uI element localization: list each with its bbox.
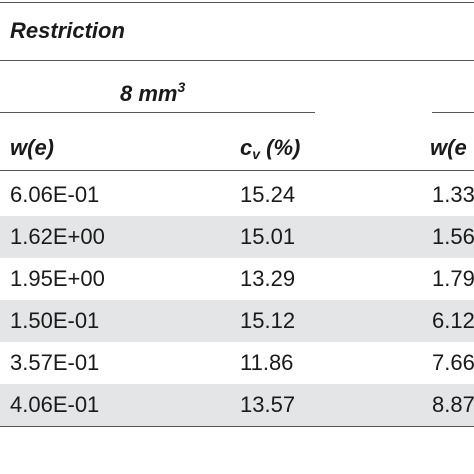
group-text: 8 mm [120, 81, 178, 106]
rule [0, 112, 315, 113]
rule [0, 426, 474, 427]
cell: 1.79 [432, 266, 474, 291]
row-band [0, 300, 474, 342]
group-header: 8 mm3 [120, 74, 185, 107]
column-header-rest: (%) [260, 135, 301, 160]
cell: 6.06E-01 [10, 182, 100, 207]
cell: 8.87 [432, 392, 474, 417]
cell: 1.33 [432, 182, 474, 207]
cell: 15.12 [240, 308, 296, 333]
cell: 4.06E-01 [10, 392, 100, 417]
row-band [0, 384, 474, 426]
rule [0, 2, 474, 3]
column-header: w(e) [10, 135, 54, 160]
cell: 1.62E+00 [10, 224, 105, 249]
rule [0, 170, 474, 171]
cell: 13.57 [240, 392, 296, 417]
group-sup: 3 [177, 79, 186, 95]
column-header: w(e [430, 135, 467, 160]
rule [432, 112, 474, 113]
column-header-sub: v [252, 146, 261, 162]
cell: 15.24 [240, 182, 296, 207]
cell: 7.66 [432, 350, 474, 375]
column-header: cv (%) [240, 135, 300, 167]
cell: 11.86 [240, 350, 294, 375]
section-title: Restriction [10, 18, 125, 43]
row-band [0, 216, 474, 258]
cell: 3.57E-01 [10, 350, 100, 375]
cell: 1.95E+00 [10, 266, 105, 291]
column-header-base: c [240, 135, 253, 160]
cell: 15.01 [240, 224, 296, 249]
cell: 13.29 [240, 266, 296, 291]
cell: 1.50E-01 [10, 308, 100, 333]
cell: 6.12 [432, 308, 474, 333]
cell: 1.56 [432, 224, 474, 249]
rule [0, 60, 474, 61]
